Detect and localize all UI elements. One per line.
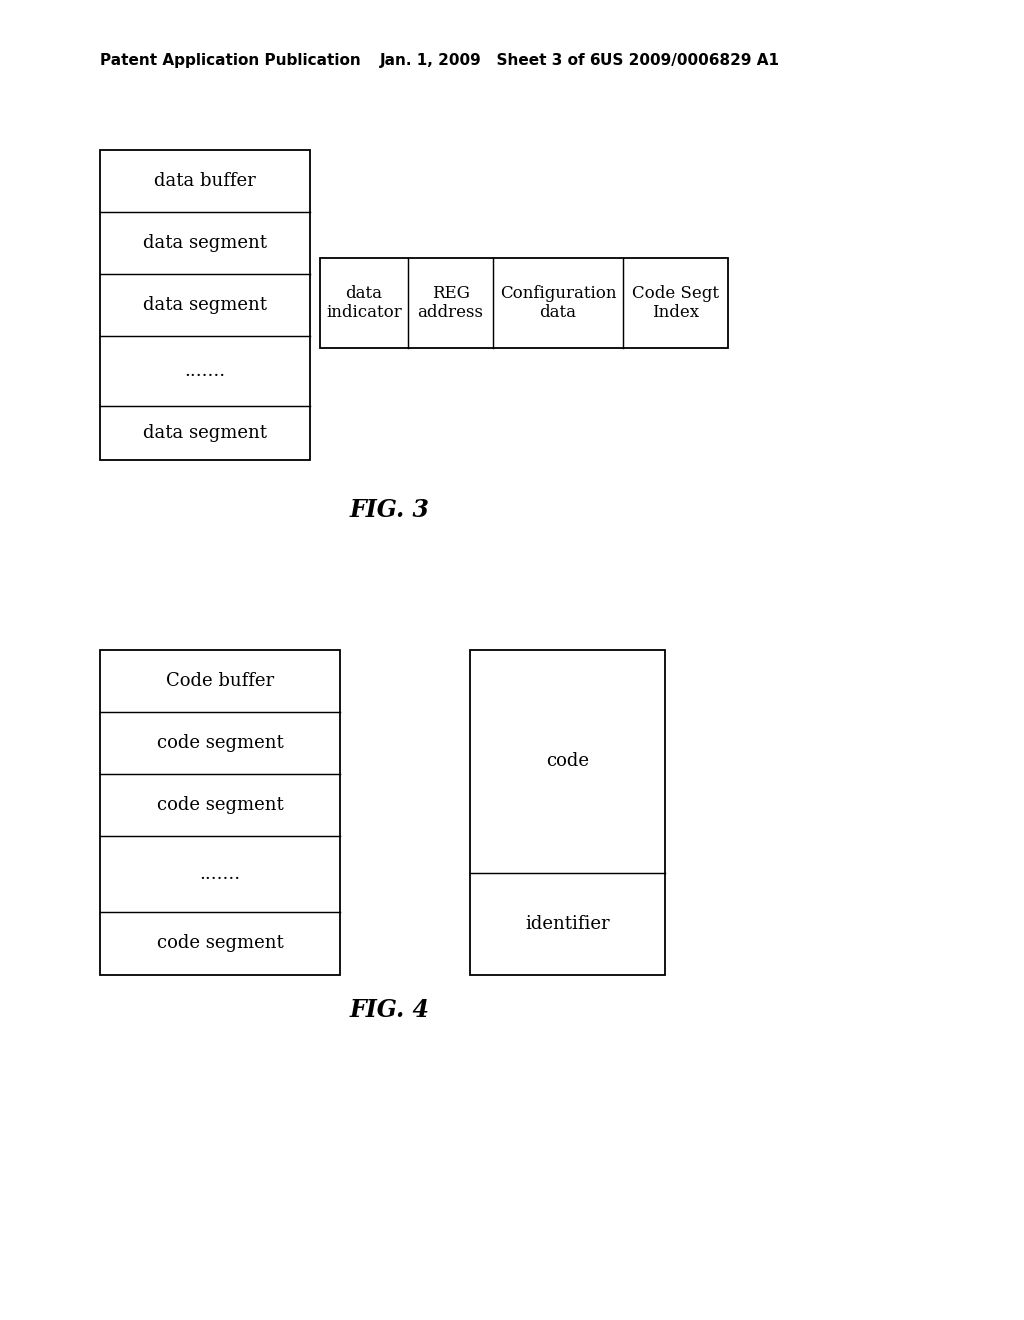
Bar bbox=[319, 257, 728, 348]
Text: code: code bbox=[546, 752, 589, 771]
Text: Code buffer: Code buffer bbox=[166, 672, 274, 690]
Text: FIG. 3: FIG. 3 bbox=[350, 498, 430, 521]
Bar bbox=[100, 649, 340, 975]
Text: REG
address: REG address bbox=[418, 285, 483, 321]
Bar bbox=[470, 649, 665, 975]
Text: Patent Application Publication: Patent Application Publication bbox=[100, 53, 360, 67]
Text: code segment: code segment bbox=[157, 734, 284, 752]
Text: .......: ....... bbox=[200, 865, 241, 883]
Text: US 2009/0006829 A1: US 2009/0006829 A1 bbox=[600, 53, 779, 67]
Text: Jan. 1, 2009   Sheet 3 of 6: Jan. 1, 2009 Sheet 3 of 6 bbox=[380, 53, 602, 67]
Text: .......: ....... bbox=[184, 362, 225, 380]
Text: code segment: code segment bbox=[157, 796, 284, 814]
Text: Code Segt
Index: Code Segt Index bbox=[632, 285, 719, 321]
Text: Configuration
data: Configuration data bbox=[500, 285, 616, 321]
Text: code segment: code segment bbox=[157, 935, 284, 953]
Text: data buffer: data buffer bbox=[155, 172, 256, 190]
Bar bbox=[100, 150, 310, 459]
Text: data segment: data segment bbox=[143, 234, 267, 252]
Text: data segment: data segment bbox=[143, 296, 267, 314]
Text: data segment: data segment bbox=[143, 424, 267, 442]
Text: FIG. 4: FIG. 4 bbox=[350, 998, 430, 1022]
Text: identifier: identifier bbox=[525, 915, 610, 933]
Text: data
indicator: data indicator bbox=[326, 285, 401, 321]
